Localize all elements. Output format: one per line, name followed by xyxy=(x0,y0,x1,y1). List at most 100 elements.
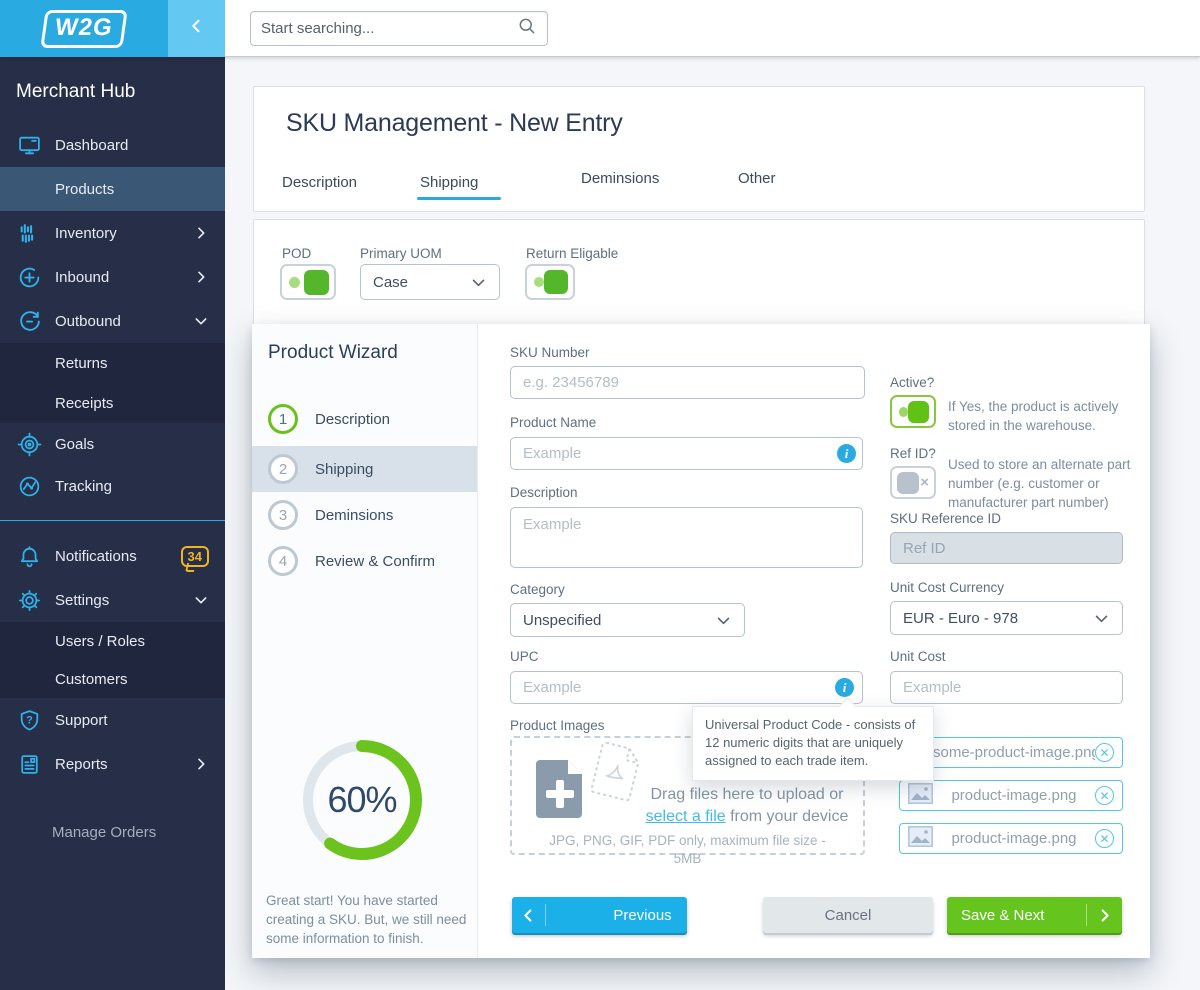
primary-uom-select[interactable]: Case xyxy=(360,264,500,300)
svg-text:?: ? xyxy=(26,714,33,726)
sidebar-item-label: Reports xyxy=(55,755,108,773)
category-select[interactable]: Unspecified xyxy=(510,603,745,637)
pod-toggle[interactable] xyxy=(280,264,336,300)
page-title: SKU Management - New Entry xyxy=(286,109,623,137)
w2g-logo: W2G xyxy=(40,9,128,48)
sidebar-item-label: Tracking xyxy=(55,477,112,495)
sku-number-input[interactable] xyxy=(523,374,852,391)
progress-percent: 60% xyxy=(327,779,397,820)
upc-input-wrap xyxy=(510,671,863,704)
chevron-right-icon xyxy=(1086,904,1122,926)
chevron-down-icon xyxy=(193,592,209,608)
sidebar-divider xyxy=(0,520,225,521)
wizard-step-deminsions[interactable]: 3 Deminsions xyxy=(252,492,477,538)
sidebar-item-inventory[interactable]: Inventory xyxy=(0,211,225,255)
product-name-input[interactable] xyxy=(523,445,850,462)
inventory-icon xyxy=(16,220,42,246)
active-tab-underline xyxy=(417,197,501,200)
file-dropzone[interactable]: Drag files here to upload or select a fi… xyxy=(510,736,865,866)
upc-info-icon[interactable]: i xyxy=(835,678,854,697)
sidebar-item-reports[interactable]: Reports xyxy=(0,742,225,786)
step-label: Description xyxy=(315,410,391,428)
sidebar: Merchant Hub Dashboard Products Inventor… xyxy=(0,57,225,990)
image-thumbnail-icon xyxy=(908,825,933,852)
product-images-label: Product Images xyxy=(510,718,605,733)
progress-donut: 60% xyxy=(297,735,427,865)
remove-file-icon[interactable]: ✕ xyxy=(1095,786,1114,805)
product-name-info-icon[interactable]: i xyxy=(837,444,856,463)
sidebar-item-users-roles[interactable]: Users / Roles xyxy=(0,622,225,660)
file-name: product-image.png xyxy=(951,787,1077,804)
active-label: Active? xyxy=(890,375,935,390)
step-label: Deminsions xyxy=(315,506,394,524)
tab-other[interactable]: Other xyxy=(738,170,776,187)
sidebar-item-returns[interactable]: Returns xyxy=(0,343,225,383)
ref-id-toggle[interactable]: × xyxy=(890,466,936,499)
remove-file-icon[interactable]: ✕ xyxy=(1095,829,1114,848)
previous-button[interactable]: Previous xyxy=(512,897,687,933)
settings-submenu: Users / Roles Customers xyxy=(0,622,225,698)
product-name-input-wrap xyxy=(510,437,863,470)
cancel-button-label: Cancel xyxy=(824,906,872,924)
description-textarea[interactable] xyxy=(523,516,850,550)
sidebar-item-label: Products xyxy=(55,180,115,198)
tab-deminsions[interactable]: Deminsions xyxy=(581,170,660,187)
wizard-step-description[interactable]: 1 Description xyxy=(252,396,477,442)
goals-icon xyxy=(16,431,42,457)
sidebar-item-settings[interactable]: Settings xyxy=(0,578,225,622)
primary-uom-value: Case xyxy=(373,273,409,291)
select-file-link[interactable]: select a file xyxy=(645,807,726,825)
unit-cost-currency-select[interactable]: EUR - Euro - 978 xyxy=(890,601,1123,635)
sidebar-item-label: Customers xyxy=(55,670,128,688)
sku-number-input-wrap xyxy=(510,366,865,399)
logo-block: W2G xyxy=(0,0,168,57)
global-search xyxy=(250,11,548,46)
ref-id-help-text: Used to store an alternate part number (… xyxy=(948,457,1131,511)
chevron-right-icon xyxy=(193,756,209,772)
sidebar-title: Merchant Hub xyxy=(16,81,136,102)
step-number: 2 xyxy=(268,454,298,484)
chevron-right-icon xyxy=(193,269,209,285)
pod-label: POD xyxy=(282,246,312,261)
unit-cost-currency-label: Unit Cost Currency xyxy=(890,580,1005,595)
return-eligable-toggle[interactable] xyxy=(525,264,575,300)
sidebar-item-label: Users / Roles xyxy=(55,632,146,650)
sidebar-item-inbound[interactable]: Inbound xyxy=(0,255,225,299)
sidebar-item-dashboard[interactable]: Dashboard xyxy=(0,123,225,167)
cancel-button[interactable]: Cancel xyxy=(763,897,933,933)
remove-file-icon[interactable]: ✕ xyxy=(1095,743,1114,762)
chevron-left-icon xyxy=(188,17,206,40)
tab-shipping[interactable]: Shipping xyxy=(420,174,479,191)
wizard-step-shipping[interactable]: 2 Shipping xyxy=(252,446,477,492)
sidebar-item-products[interactable]: Products xyxy=(0,167,225,211)
add-file-icon xyxy=(534,758,586,825)
sidebar-item-label: Support xyxy=(55,711,108,729)
sidebar-collapse-button[interactable] xyxy=(168,0,225,57)
save-next-button[interactable]: Save & Next xyxy=(947,897,1122,933)
wizard-title: Product Wizard xyxy=(268,342,398,363)
tracking-icon xyxy=(16,473,42,499)
active-toggle[interactable] xyxy=(890,395,936,428)
outbound-submenu: Returns Receipts xyxy=(0,343,225,423)
wizard-panel: Product Wizard 1 Description 2 Shipping … xyxy=(252,324,478,958)
unit-cost-input[interactable] xyxy=(903,679,1110,696)
sidebar-item-tracking[interactable]: Tracking xyxy=(0,465,225,507)
chevron-down-icon xyxy=(715,612,732,629)
wizard-step-review-confirm[interactable]: 4 Review & Confirm xyxy=(252,538,477,584)
sidebar-item-manage-orders[interactable]: Manage Orders xyxy=(52,824,157,841)
tab-description[interactable]: Description xyxy=(282,174,358,191)
sidebar-item-notifications[interactable]: Notifications 34 xyxy=(0,534,225,578)
sidebar-item-customers[interactable]: Customers xyxy=(0,660,225,698)
file-name: product-image.png xyxy=(951,830,1077,847)
dropzone-line1: Drag files here to upload or xyxy=(650,786,844,803)
sidebar-item-support[interactable]: ? Support xyxy=(0,698,225,742)
sidebar-item-outbound[interactable]: Outbound xyxy=(0,299,225,343)
chevron-left-icon xyxy=(512,904,546,926)
wizard-message: Great start! You have started creating a… xyxy=(266,893,467,947)
toggle-dot xyxy=(899,406,909,417)
upc-input[interactable] xyxy=(523,679,850,696)
search-icon[interactable] xyxy=(517,16,537,41)
sidebar-item-receipts[interactable]: Receipts xyxy=(0,383,225,423)
sidebar-item-goals[interactable]: Goals xyxy=(0,423,225,465)
search-input[interactable] xyxy=(261,20,517,37)
